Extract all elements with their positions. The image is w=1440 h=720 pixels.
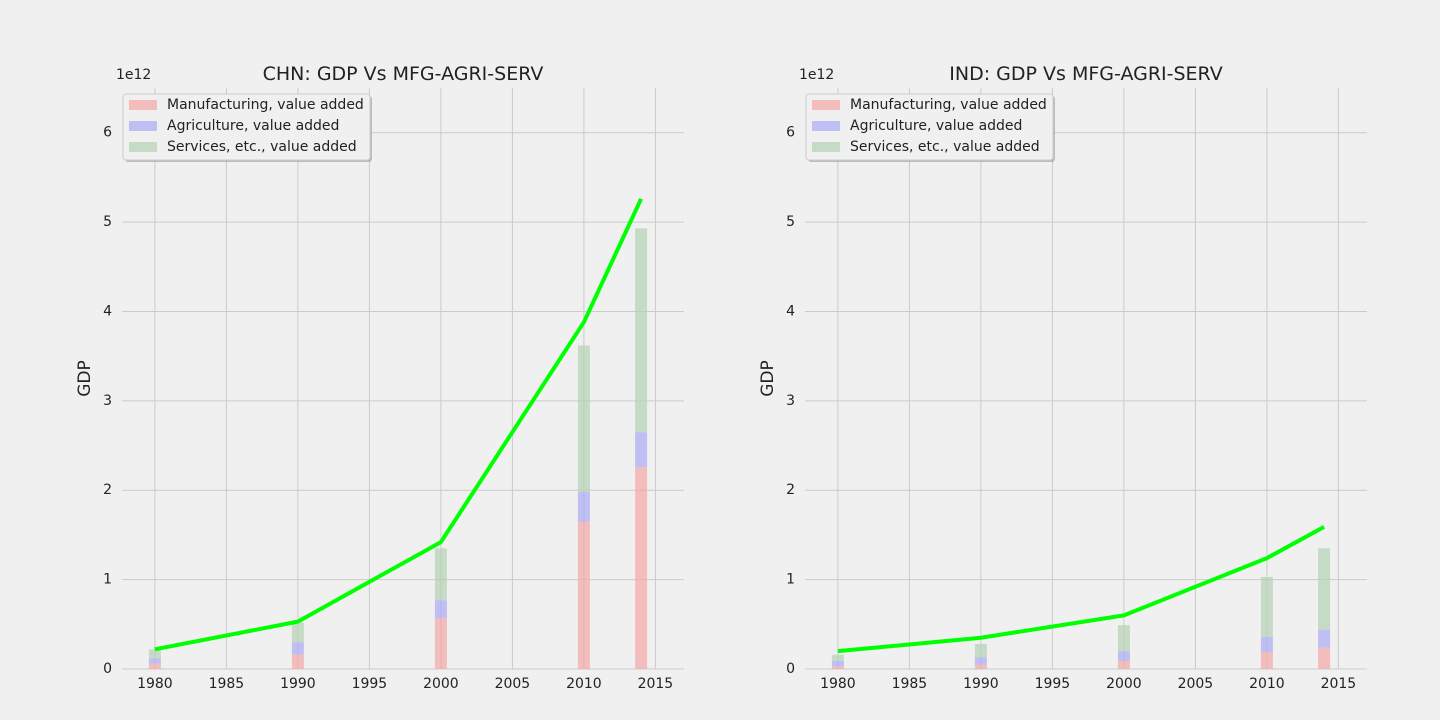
x-tick-label: 2015 [638, 676, 674, 692]
bar-agriculture-1980 [831, 660, 844, 667]
chart-title: IND: GDP Vs MFG-AGRI-SERV [949, 63, 1222, 85]
bar-agriculture-1990 [291, 642, 304, 655]
legend-label: Services, etc., value added [850, 139, 1040, 155]
x-tick-label: 1995 [352, 676, 388, 692]
bar-agriculture-2000 [1117, 651, 1130, 661]
bar-services-2000 [434, 548, 447, 601]
bar-manufacturing-2014 [635, 466, 648, 669]
bar-agriculture-2014 [1318, 629, 1331, 648]
bar-manufacturing-2000 [434, 618, 447, 669]
legend-swatch [812, 121, 840, 131]
x-tick-label: 2005 [1178, 676, 1214, 692]
chart-title: CHN: GDP Vs MFG-AGRI-SERV [263, 63, 544, 85]
y-tick-label: 3 [103, 393, 112, 409]
y-tick-label: 6 [786, 125, 795, 141]
bar-manufacturing-1980 [148, 663, 161, 669]
y-tick-label: 0 [786, 661, 795, 677]
y-tick-label: 4 [786, 303, 795, 319]
bar-services-2014 [635, 228, 648, 433]
x-tick-label: 1985 [209, 676, 245, 692]
legend-label: Manufacturing, value added [850, 97, 1047, 113]
legend: Manufacturing, value added Agriculture, v… [805, 93, 1055, 162]
legend-label: Agriculture, value added [850, 118, 1022, 134]
bar-manufacturing-2014 [1318, 647, 1331, 669]
x-tick-label: 1990 [280, 676, 316, 692]
bar-manufacturing-2000 [1117, 660, 1130, 669]
y-tick-label: 3 [786, 393, 795, 409]
bar-agriculture-1990 [974, 657, 987, 665]
bar-services-2010 [577, 345, 590, 493]
bar-services-2014 [1318, 548, 1331, 630]
bar-manufacturing-1990 [974, 664, 987, 669]
legend-swatch [812, 100, 840, 110]
bar-manufacturing-1990 [291, 654, 304, 669]
y-tick-label: 5 [786, 214, 795, 230]
gdp-line [837, 525, 1326, 654]
legend-swatch [129, 121, 157, 131]
bar-services-2000 [1117, 625, 1130, 652]
legend-swatch [129, 142, 157, 152]
bar-agriculture-1980 [148, 658, 161, 664]
chart-panel-1: 1980 1985 1990 1995 2000 2005 2010 2015 0 1 2 3 4 5 6 1… [75, 63, 684, 692]
bar-services-2010 [1260, 576, 1273, 637]
x-tick-label: 1990 [963, 676, 999, 692]
x-tick-label: 2000 [1106, 676, 1142, 692]
x-tick-label: 1980 [137, 676, 173, 692]
legend-label: Manufacturing, value added [167, 97, 364, 113]
x-tick-label: 1995 [1035, 676, 1071, 692]
y-tick-label: 5 [103, 214, 112, 230]
legend-label: Services, etc., value added [167, 139, 357, 155]
x-tick-label: 1985 [892, 676, 928, 692]
y-offset-label: 1e12 [799, 67, 834, 83]
plot-area [122, 88, 684, 669]
x-tick-label: 2000 [423, 676, 459, 692]
legend-swatch [812, 142, 840, 152]
x-tick-label: 2010 [566, 676, 602, 692]
x-tick-label: 2005 [495, 676, 531, 692]
bar-manufacturing-2010 [577, 521, 590, 669]
y-tick-label: 2 [786, 482, 795, 498]
y-tick-label: 2 [103, 482, 112, 498]
legend: Manufacturing, value added Agriculture, v… [122, 93, 372, 162]
bar-agriculture-2000 [434, 600, 447, 619]
y-axis-label: GDP [75, 360, 95, 397]
bar-agriculture-2014 [635, 432, 648, 467]
y-tick-label: 1 [786, 572, 795, 588]
x-tick-label: 2010 [1249, 676, 1285, 692]
bar-services-1980 [148, 649, 161, 659]
chart-panel-2: 1980 1985 1990 1995 2000 2005 2010 2015 0 1 2 3 4 5 6 1… [758, 63, 1367, 692]
y-tick-label: 0 [103, 661, 112, 677]
plot-area [805, 88, 1367, 669]
y-offset-label: 1e12 [116, 67, 151, 83]
legend-label: Agriculture, value added [167, 118, 339, 134]
y-tick-label: 4 [103, 303, 112, 319]
bar-manufacturing-2010 [1260, 652, 1273, 669]
y-tick-label: 6 [103, 125, 112, 141]
legend-swatch [129, 100, 157, 110]
bar-services-1990 [291, 622, 304, 643]
gdp-line [154, 197, 643, 652]
bar-services-1980 [831, 654, 844, 661]
y-axis-label: GDP [758, 360, 778, 397]
bar-services-1990 [974, 643, 987, 658]
bar-agriculture-2010 [577, 492, 590, 522]
x-tick-label: 1980 [820, 676, 856, 692]
x-tick-label: 2015 [1321, 676, 1357, 692]
y-tick-label: 1 [103, 572, 112, 588]
bar-agriculture-2010 [1260, 636, 1273, 653]
bar-manufacturing-1980 [831, 666, 844, 669]
